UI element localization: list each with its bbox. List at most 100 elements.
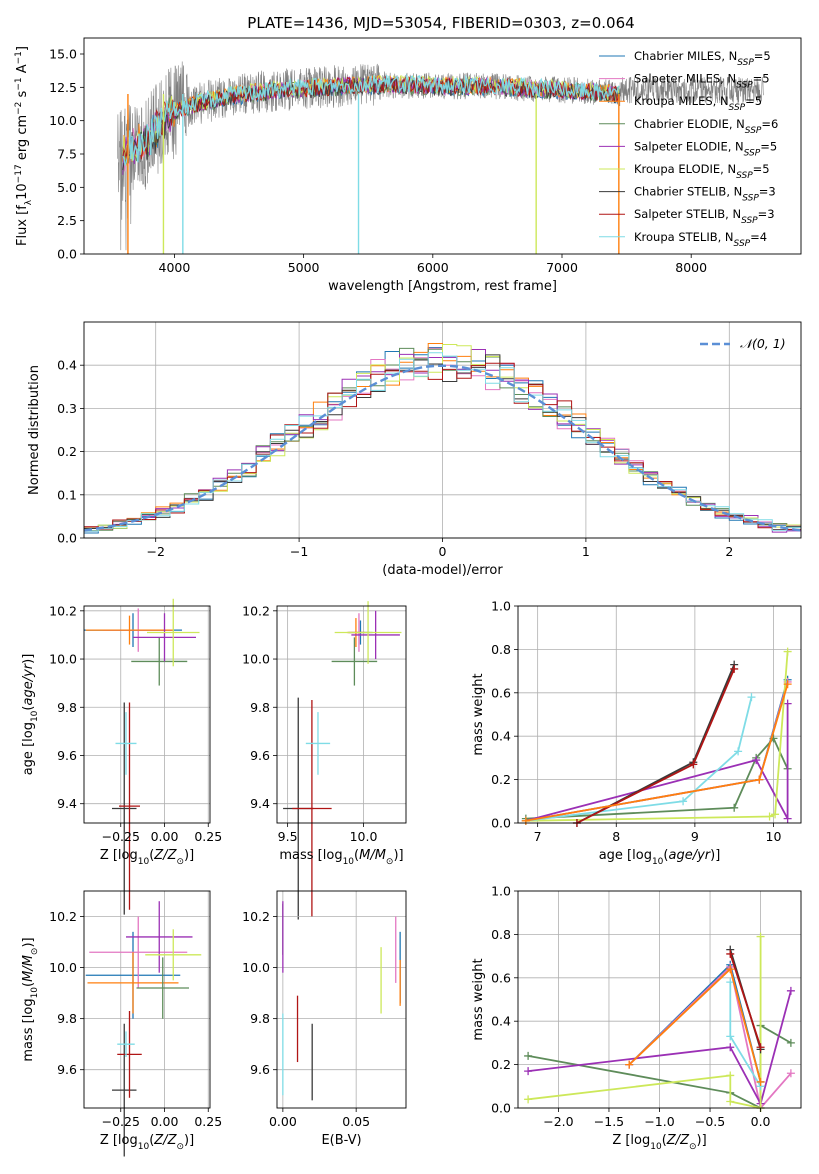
weight-line (527, 936, 762, 1110)
y-tick-label: 9.6 (57, 1062, 77, 1077)
weight-marker (726, 949, 735, 958)
spectrum-frame (83, 37, 802, 255)
label-part: Z/Z (153, 848, 177, 863)
error-bar-point (117, 1031, 135, 1057)
error-bar-point (133, 613, 196, 662)
y-tick-label: 9.6 (57, 748, 77, 763)
y-tick-label: 0.0 (57, 247, 77, 262)
weight-marker (689, 760, 698, 769)
mass-Z-grid (84, 891, 210, 1108)
y-tick-label: 0.3 (57, 401, 77, 416)
label-part: 10 (650, 1142, 662, 1152)
weight-series (521, 680, 792, 825)
weight-marker (730, 664, 739, 673)
mass-ebv-grid (277, 891, 406, 1108)
residuals-legend: 𝒩(0, 1) (700, 336, 786, 351)
y-tick-label: 9.8 (57, 700, 77, 715)
weight-marker (734, 747, 743, 756)
legend-label: Kroupa STELIB, NSSP=4 (634, 230, 767, 249)
age-vs-mass-panel: 9.5 10.0 9.4 9.6 9.8 10.0 10.2 mass [log10(M/M… (242, 601, 407, 920)
label-part: Chabrier ELODIE, N (634, 117, 745, 131)
label-part: =6 (761, 117, 778, 131)
error-bar-point (119, 702, 140, 910)
weight-marker (786, 1038, 795, 1047)
y-tick-label: 10.2 (242, 603, 270, 618)
error-bar-point (147, 598, 200, 667)
spectrum-x-label: wavelength [Angstrom, rest frame] (328, 279, 557, 294)
label-part: 10 (343, 857, 355, 867)
label-part: =5 (760, 139, 777, 153)
weight-Z-lines (524, 932, 795, 1112)
weight-age-lines (521, 647, 792, 827)
label-part: −1 (14, 51, 24, 64)
weight-marker (783, 699, 792, 708)
label-part: Salpeter ELODIE, N (634, 139, 744, 153)
label-part: SSP (745, 126, 762, 136)
label-part: SSP (734, 239, 751, 249)
residuals-histograms (83, 343, 802, 534)
weight-series (524, 932, 765, 1112)
error-bar-point (136, 957, 189, 1019)
error-bar-point (112, 1023, 137, 1157)
label-part: Chabrier MILES, N (634, 49, 737, 63)
age-Z-frame (83, 605, 211, 824)
label-part: SSP (736, 81, 753, 91)
label-part: age [log (21, 722, 36, 775)
label-part: =5 (753, 72, 770, 86)
weight-line (576, 664, 736, 824)
label-part: −1 (14, 77, 24, 90)
y-tick-label: 0.4 (491, 729, 511, 744)
label-part: SSP (729, 103, 746, 113)
error-bar-point (117, 1010, 142, 1098)
mass-ebv-ticks: 0.00 0.05 9.6 9.8 10.0 10.2 (242, 909, 370, 1129)
error-bar-point (351, 610, 400, 660)
y-tick-label: 10.0 (49, 960, 77, 975)
label-part: −2 (14, 102, 24, 115)
y-tick-label: 1.0 (491, 884, 511, 899)
mass-ebv-frame (276, 890, 407, 1109)
label-part: Z/Z (153, 1133, 177, 1148)
y-tick-label: 0.6 (491, 685, 511, 700)
y-tick-label: 10.2 (242, 909, 270, 924)
x-tick-label: 2 (725, 544, 733, 559)
label-part: 10 (30, 710, 40, 722)
weight-age-x-label: age [log10(age/yr)] (599, 848, 721, 867)
y-tick-label: 7.5 (57, 147, 77, 162)
weight-line (525, 651, 789, 822)
weight-marker (730, 803, 739, 812)
label-part: age/yr (21, 662, 36, 705)
x-tick-label: 9 (691, 829, 699, 844)
weight-line (525, 681, 789, 822)
mass-Z-errorbars (85, 901, 202, 1157)
label-part: )] (710, 848, 720, 863)
model-line (122, 73, 620, 166)
label-part: Z [log (100, 1133, 138, 1148)
label-part: Z [log (612, 1133, 650, 1148)
label-part: ⊙ (689, 1142, 697, 1152)
label-part: ] (15, 46, 30, 51)
legend-label: Chabrier MILES, NSSP=5 (634, 49, 771, 68)
label-part: 10 (138, 857, 150, 867)
weight-age-frame (517, 605, 802, 824)
legend-label: 𝒩(0, 1) (740, 336, 786, 351)
residuals-ticks: −2 −1 0 1 2 0.0 0.1 0.2 0.3 0.4 (57, 358, 733, 559)
y-tick-label: 10.0 (242, 960, 270, 975)
label-part: SSP (736, 171, 753, 181)
weight-marker (756, 1077, 765, 1086)
y-tick-label: 0.8 (491, 642, 511, 657)
weight-marker (524, 1095, 533, 1104)
weight-marker (783, 680, 792, 689)
label-part: ⊙ (30, 948, 40, 956)
error-bar-point (85, 615, 174, 645)
label-part: SSP (737, 58, 754, 68)
x-tick-label: 1 (582, 544, 590, 559)
label-part: ( (21, 982, 36, 987)
y-tick-label: 0.4 (491, 1014, 511, 1029)
weight-marker (679, 797, 688, 806)
error-bar-point (126, 901, 193, 973)
label-part: ( (662, 1133, 667, 1148)
label-part: ⊙ (176, 1142, 184, 1152)
x-tick-label: 10 (766, 829, 782, 844)
weight-vs-age-panel: 7 8 9 100.00.20.40.60.81.0 age [log10(age/y… (471, 599, 802, 867)
age-vs-metallicity-panel: −0.25 0.00 0.259.49.69.810.010.2 Z [log10(… (21, 598, 222, 915)
